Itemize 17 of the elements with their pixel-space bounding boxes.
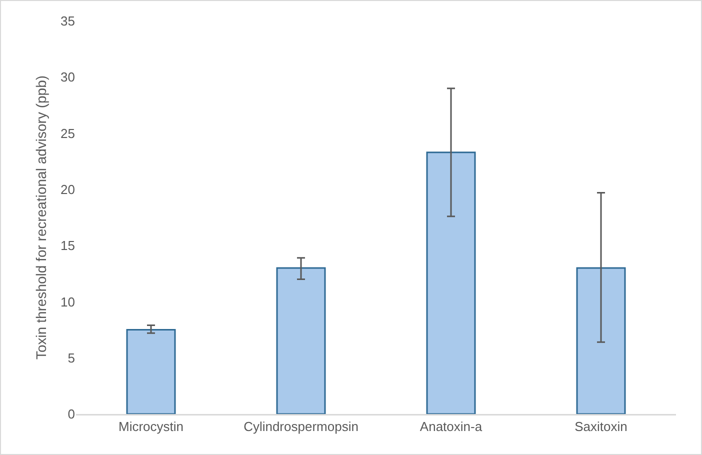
- y-tick-label: 30: [60, 70, 75, 85]
- x-tick-label: Anatoxin-a: [420, 419, 483, 434]
- y-tick-label: 5: [68, 350, 75, 366]
- y-tick-label: 20: [60, 182, 75, 197]
- bar: [126, 329, 176, 414]
- y-axis-title: Toxin threshold for recreational advisory (ppb): [33, 75, 50, 360]
- y-tick-label: 10: [60, 294, 75, 310]
- bar: [426, 152, 476, 414]
- x-tick-label: Microcystin: [118, 419, 184, 434]
- y-tick-label: 35: [60, 14, 75, 29]
- y-tick-label: 0: [68, 406, 75, 422]
- x-tick-label: Cylindrospermopsin: [244, 419, 358, 434]
- y-tick-label: 15: [60, 238, 75, 254]
- x-tick-label: Saxitoxin: [574, 419, 628, 434]
- y-tick-label: 25: [60, 126, 75, 141]
- bar: [276, 267, 326, 414]
- bar: [576, 267, 626, 414]
